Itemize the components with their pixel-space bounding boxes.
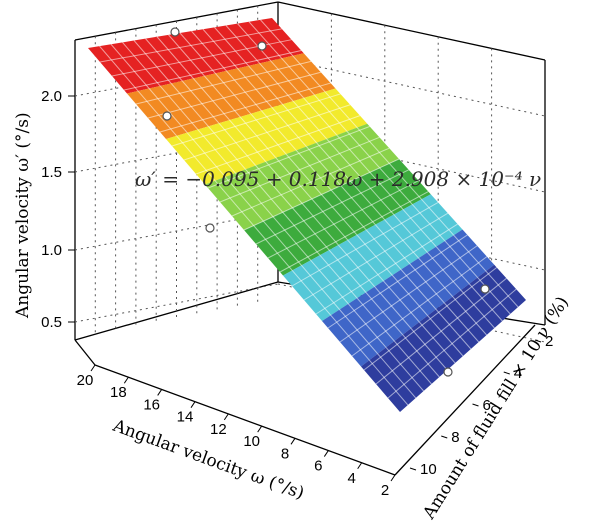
data-point — [480, 284, 490, 294]
surface-mesh — [99, 19, 519, 406]
data-points — [162, 27, 490, 377]
data-point — [443, 367, 453, 377]
z-ticks: 0.5 1.0 1.5 2.0 — [41, 88, 75, 331]
y-tick-label: 6 — [483, 397, 491, 414]
z-tick-label: 1.0 — [41, 242, 62, 259]
x-tick-label: 2 — [381, 482, 389, 499]
x-tick-label: 12 — [210, 421, 227, 438]
y-tick-label: 4 — [514, 365, 522, 382]
x-tick-label: 16 — [143, 396, 160, 413]
data-point — [170, 27, 180, 37]
x-tick-label: 6 — [314, 458, 322, 475]
y-tick-label: 10 — [420, 461, 437, 478]
y-ticks: 2 4 6 8 10 — [409, 333, 553, 478]
data-point — [162, 111, 172, 121]
equation-label: ω′ = −0.095 + 0.118ω + 2.908 × 10⁻⁴ ν — [135, 167, 541, 191]
x-tick-label: 14 — [177, 409, 194, 426]
x-tick-label: 10 — [243, 433, 260, 450]
x-tick-label: 8 — [281, 445, 289, 462]
data-point — [257, 41, 267, 51]
x-tick-label: 18 — [110, 384, 127, 401]
surface — [88, 18, 526, 412]
y-tick-label: 2 — [545, 333, 553, 350]
z-tick-label: 2.0 — [41, 88, 62, 105]
y-tick-label: 8 — [451, 429, 459, 446]
x-axis-title: Angular velocity ω (°/s) — [109, 416, 306, 504]
z-axis-title: Angular velocity ω′ (°/s) — [13, 112, 33, 319]
x-ticks: 20 18 16 14 12 10 8 6 4 2 — [77, 364, 396, 499]
data-point — [205, 223, 215, 233]
x-tick-label: 4 — [347, 470, 355, 487]
x-tick-label: 20 — [77, 372, 94, 389]
z-tick-label: 1.5 — [41, 164, 62, 181]
z-tick-label: 0.5 — [41, 314, 62, 331]
